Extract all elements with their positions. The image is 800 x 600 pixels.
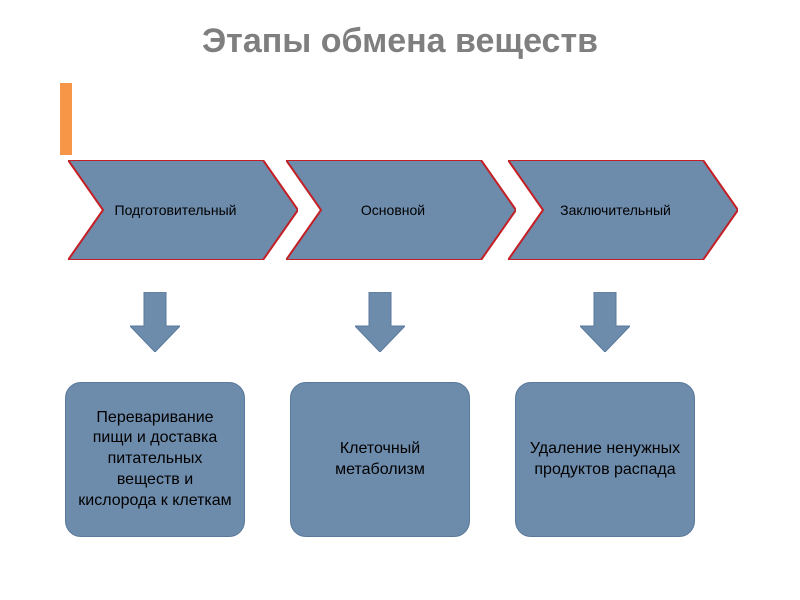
arrow-icon xyxy=(580,292,630,352)
chevron-row: Подготовительный Основной Заключительный xyxy=(68,160,738,260)
desc-text: Переваривание пищи и доставка питательны… xyxy=(78,408,232,512)
down-arrow-3 xyxy=(580,292,630,352)
desc-box-prep: Переваривание пищи и доставка питательны… xyxy=(65,382,245,537)
desc-box-main: Клеточный метаболизм xyxy=(290,382,470,537)
chevron-label-prep: Подготовительный xyxy=(88,160,263,260)
chevron-label-final: Заключительный xyxy=(533,160,698,260)
desc-box-final: Удаление ненужных продуктов распада xyxy=(515,382,695,537)
down-arrow-2 xyxy=(355,292,405,352)
arrow-icon xyxy=(355,292,405,352)
desc-text: Удаление ненужных продуктов распада xyxy=(528,439,682,481)
down-arrow-1 xyxy=(130,292,180,352)
chevron-label-main: Основной xyxy=(318,160,468,260)
desc-text: Клеточный метаболизм xyxy=(303,439,457,481)
arrow-icon xyxy=(130,292,180,352)
slide: Этапы обмена веществ Подготовительный Ос… xyxy=(0,0,800,600)
page-title: Этапы обмена веществ xyxy=(0,22,800,61)
accent-bar xyxy=(60,83,72,155)
